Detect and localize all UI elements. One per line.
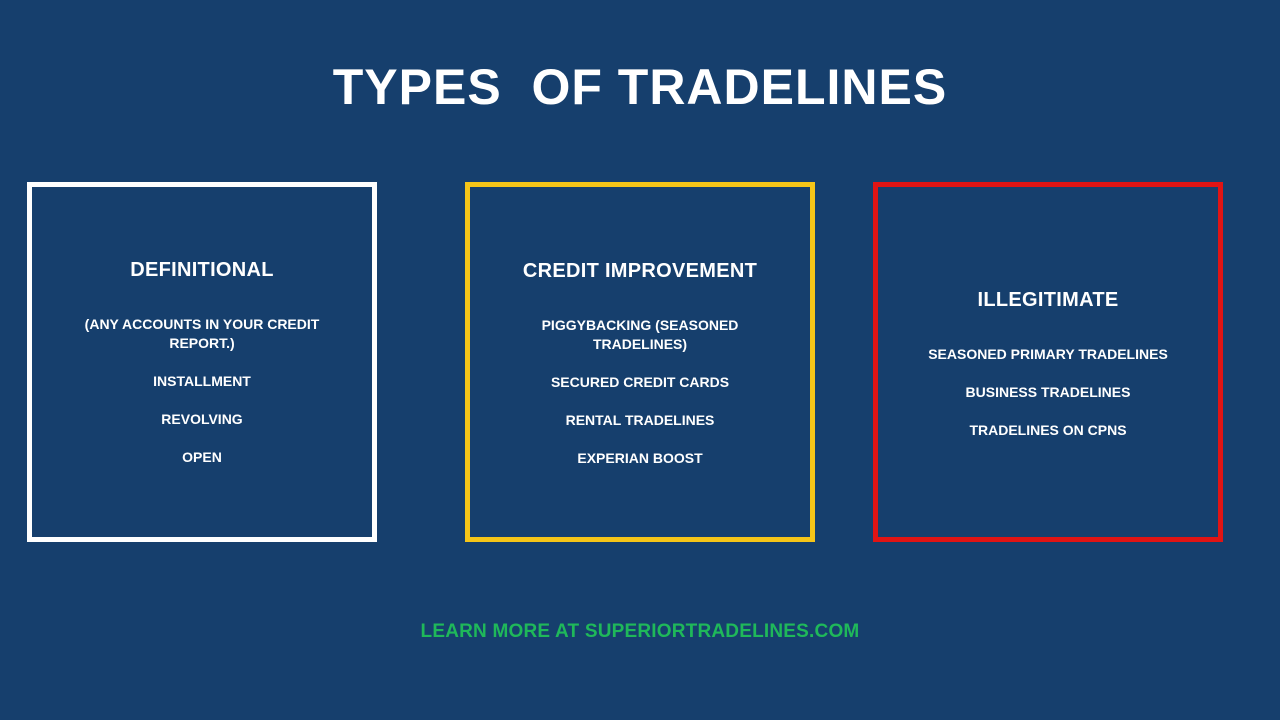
card-heading-illegitimate: ILLEGITIMATE bbox=[977, 289, 1119, 311]
list-item: INSTALLMENT bbox=[153, 373, 251, 389]
card-list-illegitimate: SEASONED PRIMARY TRADELINES BUSINESS TRA… bbox=[878, 345, 1218, 440]
list-item: RENTAL TRADELINES bbox=[565, 412, 715, 428]
card-illegitimate: ILLEGITIMATE SEASONED PRIMARY TRADELINES… bbox=[873, 182, 1223, 542]
page-title: TYPES OF TRADELINES bbox=[332, 59, 948, 115]
list-item: BUSINESS TRADELINES bbox=[965, 384, 1131, 400]
footer-link-text: LEARN MORE AT SUPERIORTRADELINES.COM bbox=[420, 621, 860, 642]
card-list-definitional: (ANY ACCOUNTS IN YOUR CREDIT REPORT.) IN… bbox=[32, 315, 372, 467]
card-credit-improvement: CREDIT IMPROVEMENT PIGGYBACKING (SEASONE… bbox=[465, 182, 815, 542]
list-item: SEASONED PRIMARY TRADELINES bbox=[928, 346, 1168, 362]
card-content: DEFINITIONAL (ANY ACCOUNTS IN YOUR CREDI… bbox=[32, 259, 372, 486]
list-item: EXPERIAN BOOST bbox=[577, 450, 703, 466]
card-content: CREDIT IMPROVEMENT PIGGYBACKING (SEASONE… bbox=[470, 260, 810, 487]
card-heading-definitional: DEFINITIONAL bbox=[130, 259, 274, 281]
list-item: (ANY ACCOUNTS IN YOUR CREDIT REPORT.) bbox=[84, 316, 320, 351]
list-item: OPEN bbox=[182, 449, 222, 465]
card-list-credit-improvement: PIGGYBACKING (SEASONED TRADELINES) SECUR… bbox=[470, 316, 810, 468]
card-heading-credit-improvement: CREDIT IMPROVEMENT bbox=[522, 260, 758, 282]
list-item: PIGGYBACKING (SEASONED TRADELINES) bbox=[541, 317, 739, 352]
card-content: ILLEGITIMATE SEASONED PRIMARY TRADELINES… bbox=[878, 289, 1218, 459]
list-item: SECURED CREDIT CARDS bbox=[550, 374, 730, 390]
list-item: TRADELINES ON CPNS bbox=[969, 422, 1127, 438]
card-definitional: DEFINITIONAL (ANY ACCOUNTS IN YOUR CREDI… bbox=[27, 182, 377, 542]
list-item: REVOLVING bbox=[161, 411, 243, 427]
